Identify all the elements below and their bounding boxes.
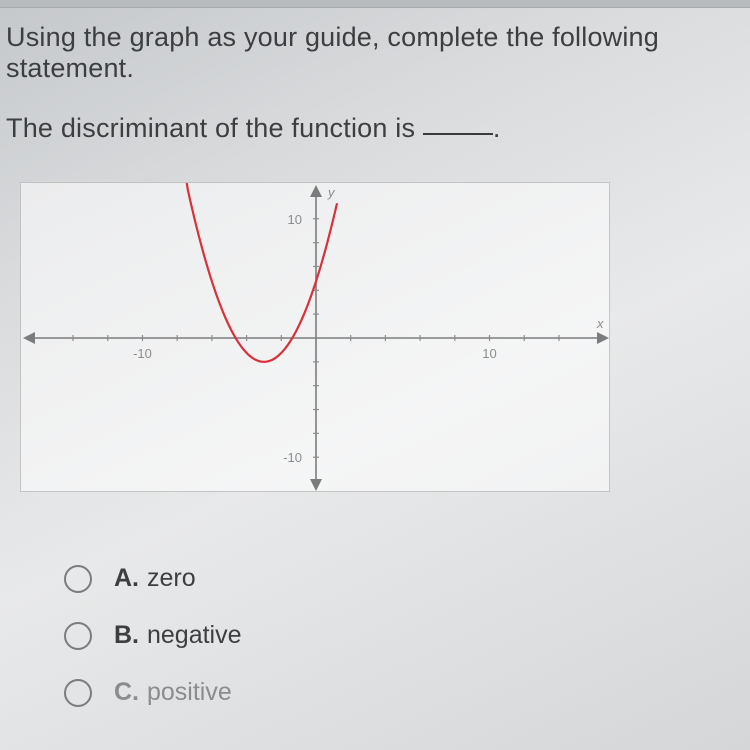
radio-c[interactable]: [64, 679, 92, 707]
instruction-text: Using the graph as your guide, complete …: [6, 22, 744, 84]
svg-text:-10: -10: [283, 450, 302, 465]
svg-text:10: 10: [288, 212, 302, 227]
radio-b[interactable]: [64, 622, 92, 650]
svg-text:-10: -10: [133, 346, 152, 361]
svg-text:10: 10: [482, 346, 496, 361]
statement-suffix: .: [493, 113, 501, 143]
option-c-letter: C.: [114, 678, 139, 707]
statement-text: The discriminant of the function is .: [6, 110, 744, 144]
option-a-text: zero: [147, 564, 196, 593]
graph-svg: -10 10 10 -10 y x: [21, 183, 611, 493]
svg-text:x: x: [596, 316, 604, 331]
svg-text:y: y: [327, 185, 336, 200]
statement-prefix: The discriminant of the function is: [6, 113, 423, 143]
radio-a[interactable]: [64, 565, 92, 593]
option-a[interactable]: A. zero: [64, 564, 744, 593]
option-b-text: negative: [147, 621, 242, 650]
option-c[interactable]: C. positive: [64, 678, 744, 707]
window-top-bar: [0, 0, 750, 8]
option-c-text: positive: [147, 678, 232, 707]
option-a-letter: A.: [114, 564, 139, 593]
question-content: Using the graph as your guide, complete …: [0, 8, 750, 707]
option-b[interactable]: B. negative: [64, 621, 744, 650]
answer-options: A. zero B. negative C. positive: [64, 564, 744, 707]
option-b-letter: B.: [114, 621, 139, 650]
graph-panel: -10 10 10 -10 y x: [20, 182, 610, 492]
fill-blank: [423, 108, 493, 135]
